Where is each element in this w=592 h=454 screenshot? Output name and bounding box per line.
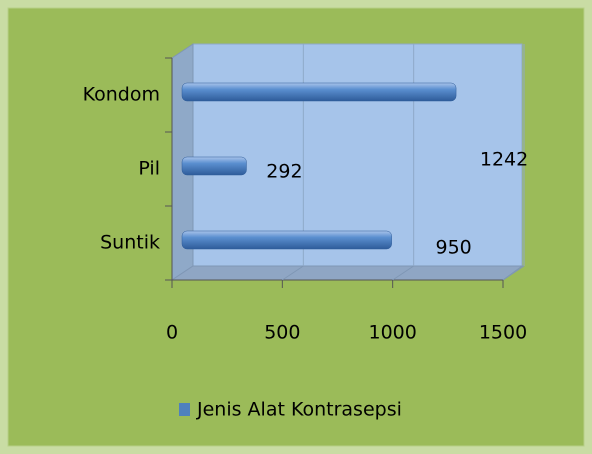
grid-line xyxy=(282,265,304,281)
data-label: 1242 xyxy=(480,149,528,171)
y-tick-label: Suntik xyxy=(100,232,160,254)
floor xyxy=(170,265,524,281)
legend-label: Jenis Alat Kontrasepsi xyxy=(196,399,402,421)
bar xyxy=(181,230,392,250)
grid-line xyxy=(392,265,414,281)
bar xyxy=(181,82,457,102)
x-tick-label: 1000 xyxy=(368,322,416,344)
y-tick-label: Kondom xyxy=(83,84,160,106)
grid-line xyxy=(502,265,525,281)
y-tick-label: Pil xyxy=(138,158,160,180)
x-tick-label: 500 xyxy=(264,322,300,344)
legend-swatch xyxy=(179,403,190,416)
x-tick-label: 1500 xyxy=(479,322,527,344)
data-label: 292 xyxy=(266,161,302,183)
bar xyxy=(181,156,247,176)
x-tick-label: 0 xyxy=(166,322,178,344)
data-label: 950 xyxy=(436,237,472,259)
